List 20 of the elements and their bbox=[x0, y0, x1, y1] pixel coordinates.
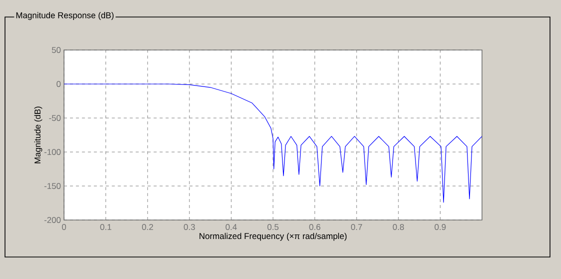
x-tick-label: 0.7 bbox=[351, 224, 362, 230]
x-tick-label: 0.4 bbox=[226, 224, 237, 230]
y-tick-label: -200 bbox=[44, 217, 61, 223]
y-axis-title: Magnitude (dB) bbox=[34, 106, 42, 164]
y-tick-label: 0 bbox=[56, 81, 61, 87]
y-tick-label: -50 bbox=[49, 115, 61, 121]
x-tick-label: 0.8 bbox=[392, 224, 404, 230]
y-tick-label: 50 bbox=[52, 47, 61, 53]
y-tick-label: -150 bbox=[44, 183, 61, 189]
x-tick-label: 0.3 bbox=[184, 224, 195, 230]
x-axis-title: Normalized Frequency (×π rad/sample) bbox=[200, 232, 347, 241]
x-tick-label: 0 bbox=[62, 224, 66, 230]
x-tick-label: 0.5 bbox=[267, 224, 279, 230]
x-tick-label: 0.6 bbox=[309, 224, 320, 230]
chart-title: Magnitude Response (dB) bbox=[16, 12, 114, 20]
x-tick-label: 0.1 bbox=[100, 224, 112, 230]
line-series bbox=[64, 84, 482, 203]
x-tick-label: 0.2 bbox=[142, 224, 154, 230]
x-tick-label: 0.9 bbox=[434, 224, 446, 230]
y-tick-label: -100 bbox=[44, 149, 61, 155]
